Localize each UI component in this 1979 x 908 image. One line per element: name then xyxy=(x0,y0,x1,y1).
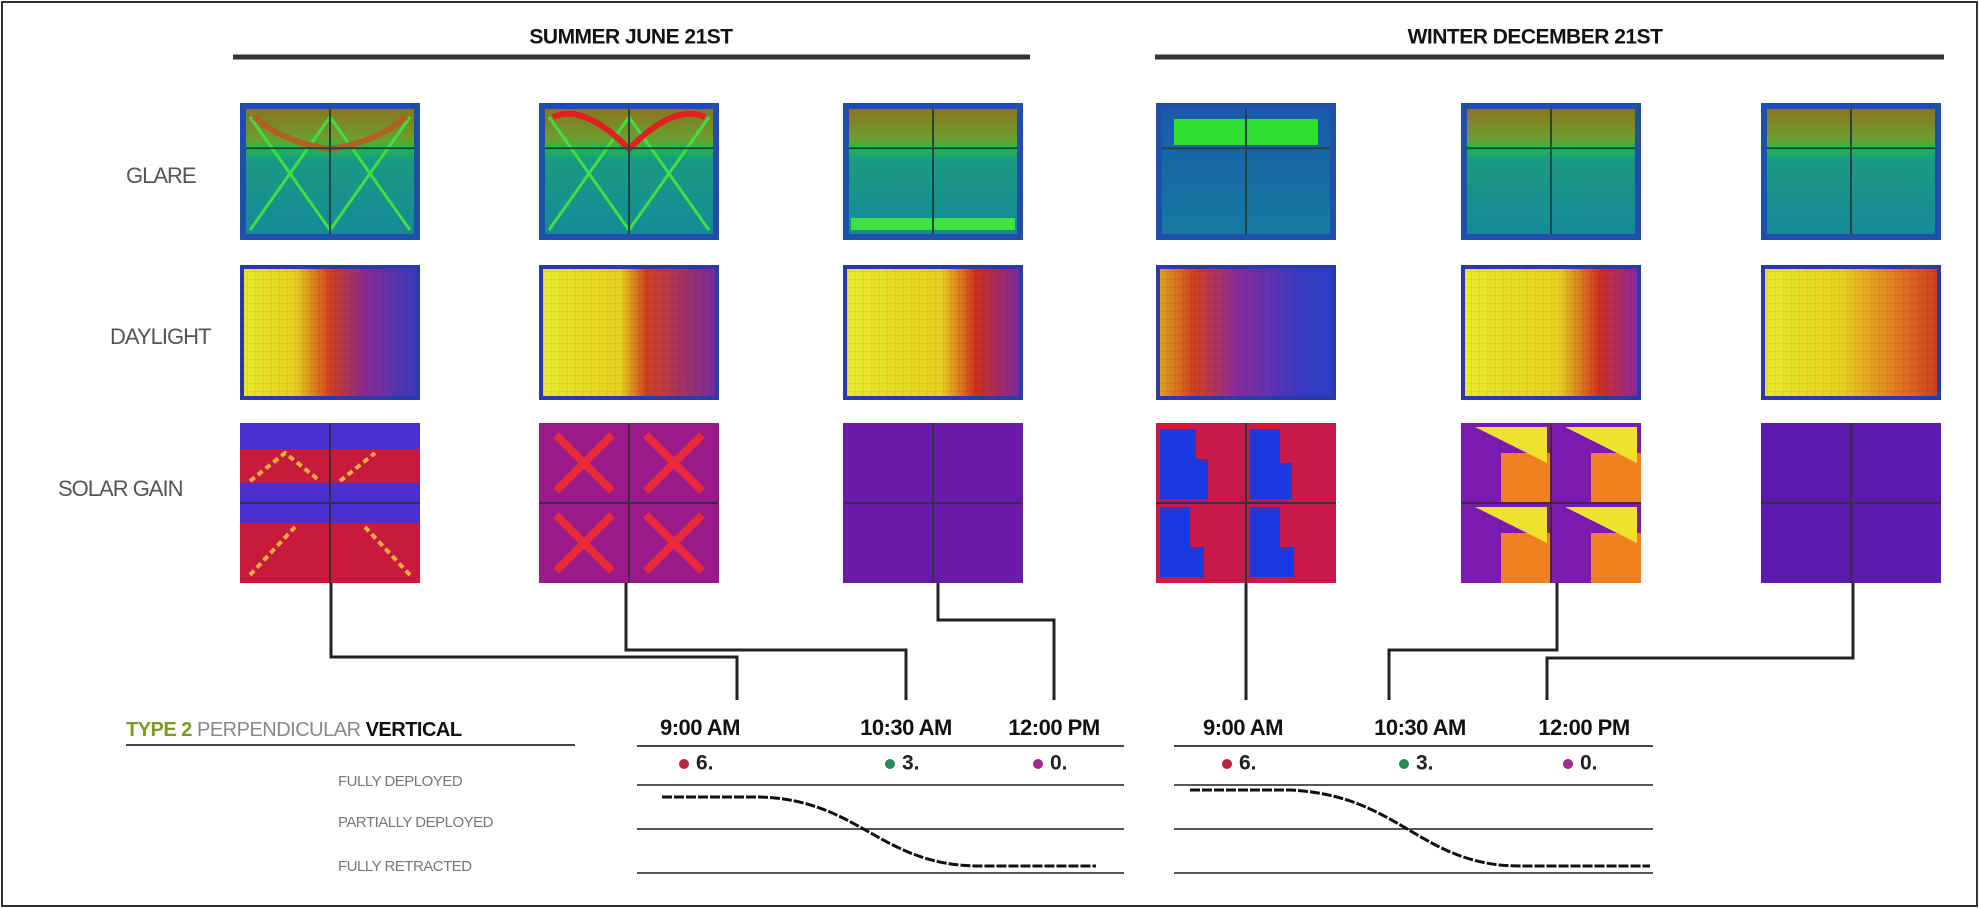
solar-wedge xyxy=(1475,427,1547,463)
connector xyxy=(329,583,739,700)
legend-orientation: PERPENDICULAR xyxy=(197,719,361,741)
row-label: DAYLIGHT xyxy=(110,324,211,349)
daylight-grid xyxy=(1160,269,1332,396)
connector xyxy=(936,583,1056,700)
deploy-curve xyxy=(662,795,1096,868)
time-label: 10:30 AM xyxy=(860,715,952,740)
connectors xyxy=(329,583,1855,700)
time-label: 9:00 AM xyxy=(1203,715,1283,740)
connector xyxy=(624,583,908,700)
daylight-grid xyxy=(1765,269,1937,396)
time-value: 6. xyxy=(1239,752,1257,775)
position-label: FULLY RETRACTED xyxy=(338,858,472,875)
section-title: SUMMER JUNE 21ST xyxy=(529,26,733,49)
legend-title: TYPE 2 PERPENDICULAR VERTICAL xyxy=(126,719,462,741)
solar-wedge xyxy=(1591,533,1641,583)
deploy-curve xyxy=(1190,788,1650,868)
daylight-grid xyxy=(847,269,1019,396)
solar-wedge xyxy=(1501,533,1551,583)
row-label: SOLAR GAIN xyxy=(58,476,183,501)
position-label: PARTIALLY DEPLOYED xyxy=(338,814,494,831)
daylight-grid xyxy=(1465,269,1637,396)
status-dot xyxy=(1399,759,1409,769)
status-dot xyxy=(1033,759,1043,769)
solar-blocks xyxy=(1160,429,1294,577)
time-value: 3. xyxy=(902,752,920,775)
section-title: WINTER DECEMBER 21ST xyxy=(1408,26,1664,49)
solar-x xyxy=(553,432,615,494)
daylight-grid xyxy=(244,269,416,396)
status-dot xyxy=(885,759,895,769)
connector xyxy=(1545,583,1855,700)
solar-x xyxy=(553,512,615,574)
daylight-grid xyxy=(543,269,715,396)
time-value: 6. xyxy=(696,752,714,775)
solar-lines xyxy=(248,450,412,577)
connector xyxy=(1387,583,1559,700)
solar-x xyxy=(643,432,705,494)
solar-wedge xyxy=(1501,453,1551,503)
time-value: 0. xyxy=(1580,752,1598,775)
time-label: 12:00 PM xyxy=(1538,715,1629,740)
status-dot xyxy=(1222,759,1232,769)
solar-wedge xyxy=(1591,453,1641,503)
position-label: FULLY DEPLOYED xyxy=(338,773,463,790)
schedule: 9:00 AM 6. 10:30 AM 3. 12:00 PM 0. 9:00 AM 6. 10… xyxy=(637,715,1653,874)
status-dot xyxy=(1563,759,1573,769)
time-value: 3. xyxy=(1416,752,1434,775)
solar-wedge xyxy=(1565,427,1637,463)
row-label: GLARE xyxy=(126,163,196,188)
status-dot xyxy=(679,759,689,769)
time-label: 12:00 PM xyxy=(1008,715,1099,740)
time-label: 10:30 AM xyxy=(1374,715,1466,740)
time-label: 9:00 AM xyxy=(660,715,740,740)
thumbnails xyxy=(240,103,1941,583)
legend-type: TYPE 2 xyxy=(126,719,192,741)
solar-x xyxy=(643,512,705,574)
time-value: 0. xyxy=(1050,752,1068,775)
legend-direction: VERTICAL xyxy=(366,719,462,741)
solar-wedge xyxy=(1565,507,1637,543)
solar-wedge xyxy=(1475,507,1547,543)
